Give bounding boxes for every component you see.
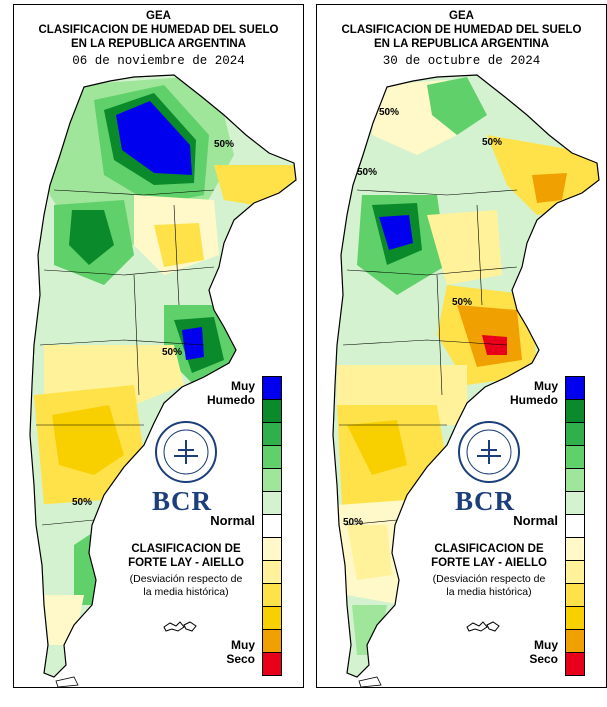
map-title-line1: CLASIFICACION DE HUMEDAD DEL SUELO [38, 24, 279, 36]
legend-swatch [565, 445, 585, 469]
country-outline [29, 74, 297, 678]
legend-swatch [262, 399, 282, 423]
legend-swatch [262, 445, 282, 469]
legend-label-humedo: Humedo [510, 393, 558, 407]
legend-swatch [262, 606, 282, 630]
province-boundaries [36, 189, 215, 526]
legend-label-muy: Muy [231, 379, 255, 393]
map-title-line2: EN LA REPUBLICA ARGENTINA [70, 38, 247, 50]
bcr-logo-text: BCR [455, 486, 516, 516]
legend-label-seco: Seco [529, 652, 558, 666]
legend-label-seco: Seco [226, 652, 255, 666]
legend-swatch [262, 537, 282, 561]
contour-label: 50% [214, 139, 234, 150]
contour-label: 50% [482, 137, 502, 148]
legend-swatch [262, 468, 282, 492]
legend-swatch [565, 537, 585, 561]
malvinas-islands-icon [466, 621, 500, 632]
map-org: GEA [146, 10, 171, 22]
map-title-line1: CLASIFICACION DE HUMEDAD DEL SUELO [341, 24, 582, 36]
legend-swatch [565, 514, 585, 538]
country-outline [332, 74, 600, 678]
legend-color-scale [262, 376, 282, 676]
map-org: GEA [449, 10, 474, 22]
map-date: 06 de noviembre de 2024 [72, 54, 245, 68]
legend-label-humedo: Humedo [207, 393, 255, 407]
contour-label: 50% [379, 107, 399, 118]
bcr-logo-text: BCR [152, 486, 213, 516]
soil-moisture-map-panel-oct30: GEA CLASIFICACION DE HUMEDAD DEL SUELO E… [316, 4, 607, 688]
legend-note-line1: (Desviación respecto de [432, 573, 546, 585]
legend-swatch [565, 629, 585, 653]
contour-label: 50% [452, 297, 472, 308]
legend-swatch [262, 514, 282, 538]
legend-note-line2: la media histórica) [143, 586, 229, 598]
legend-title-line1: CLASIFICACION DE [131, 543, 241, 555]
legend-note-line2: la media histórica) [446, 586, 532, 598]
legend-swatch [565, 652, 585, 676]
legend-swatch [565, 468, 585, 492]
province-boundaries [339, 189, 518, 526]
tierra-del-fuego [358, 676, 382, 687]
contour-label: 50% [72, 497, 92, 508]
legend-color-scale [565, 376, 585, 676]
legend-label-normal: Normal [210, 513, 255, 528]
legend-swatch [565, 606, 585, 630]
argentina-moisture-map: 50% 50% 50% 50% 50% [332, 74, 600, 687]
malvinas-islands-icon [163, 621, 197, 632]
legend-swatch [565, 376, 585, 400]
legend-swatch [565, 491, 585, 515]
legend-label-muy: Muy [534, 379, 558, 393]
legend-swatch [565, 399, 585, 423]
soil-moisture-map-panel-nov06: GEA CLASIFICACION DE HUMEDAD DEL SUELO E… [13, 4, 304, 688]
map-title-line2: EN LA REPUBLICA ARGENTINA [373, 38, 550, 50]
legend-swatch [262, 491, 282, 515]
bcr-seal-logo [457, 420, 521, 484]
tierra-del-fuego [55, 676, 79, 687]
legend-label-muy: Muy [231, 638, 255, 652]
contour-label: 50% [162, 347, 182, 358]
legend-swatch [262, 629, 282, 653]
legend-title-line2: FORTE LAY - AIELLO [431, 557, 547, 569]
legend-swatch [262, 376, 282, 400]
map-date: 30 de octubre de 2024 [382, 54, 541, 68]
argentina-moisture-map: 50% 50% 50% [29, 74, 297, 687]
bcr-seal-logo [154, 420, 218, 484]
legend-title-line1: CLASIFICACION DE [434, 543, 544, 555]
legend-label-muy: Muy [534, 638, 558, 652]
legend-note-line1: (Desviación respecto de [129, 573, 243, 585]
contour-label: 50% [343, 517, 363, 528]
legend-label-normal: Normal [513, 513, 558, 528]
legend-title-line2: FORTE LAY - AIELLO [128, 557, 244, 569]
legend-swatch [565, 422, 585, 446]
contour-label: 50% [357, 167, 377, 178]
legend-swatch [262, 422, 282, 446]
legend-swatch [262, 652, 282, 676]
